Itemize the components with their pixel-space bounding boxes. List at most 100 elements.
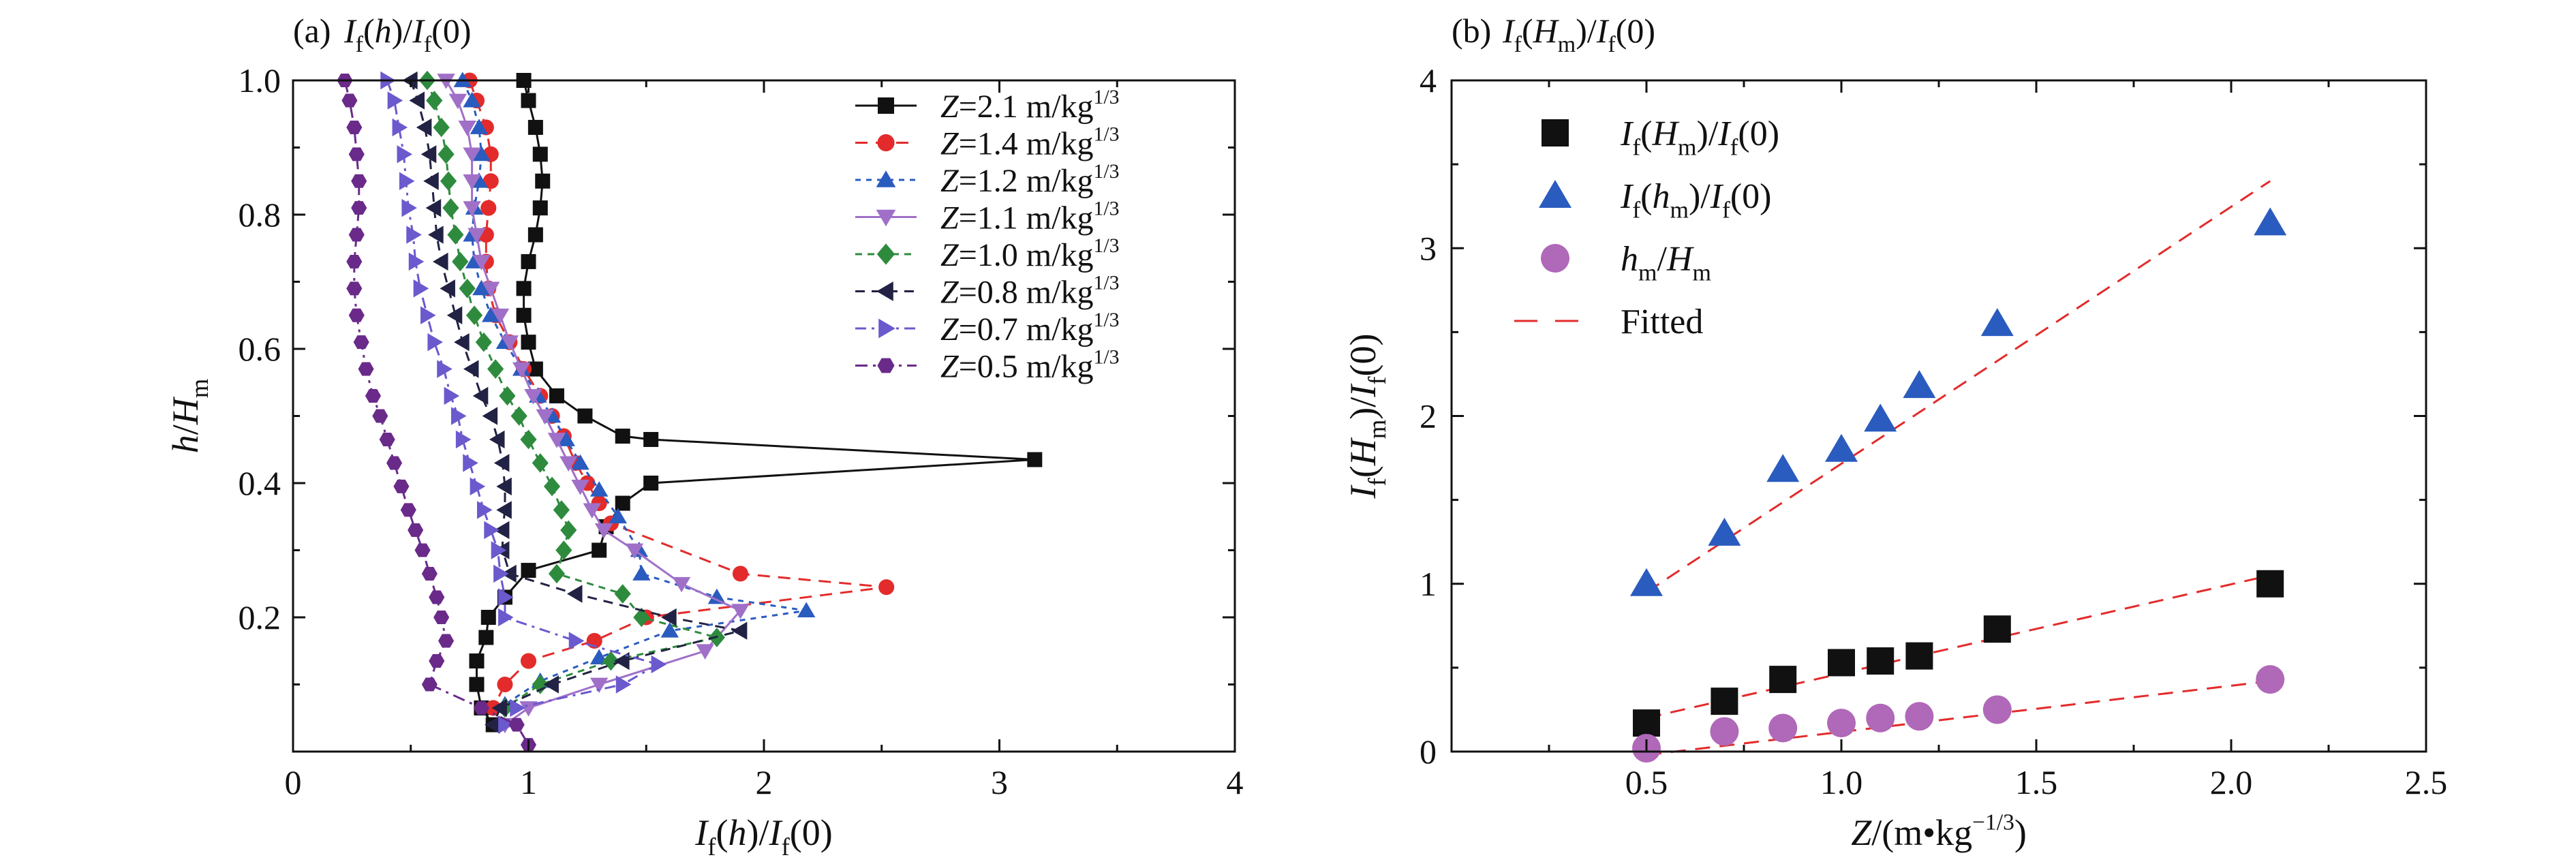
data-point [732, 566, 748, 582]
data-point [577, 408, 593, 424]
data-point [521, 253, 536, 269]
data-point [421, 566, 438, 581]
data-point [614, 651, 630, 670]
data-point [438, 144, 455, 164]
y-tick-label: 0.2 [239, 598, 281, 636]
data-point [532, 675, 549, 694]
legend-marker [877, 358, 895, 373]
data-point [1769, 666, 1797, 694]
series-line [410, 80, 741, 726]
data-point [568, 632, 585, 650]
data-point [420, 145, 437, 164]
data-point [594, 523, 613, 539]
panel-b-title-text: If(Hm)/If(0) [1502, 12, 1655, 57]
data-point [485, 715, 500, 734]
data-point [510, 406, 527, 426]
data-point [571, 454, 589, 470]
data-point [1710, 717, 1739, 746]
series-b [1633, 570, 2284, 737]
data-point [548, 564, 566, 584]
legend-item: Z=0.5 m/kg1/3 [855, 345, 1119, 385]
data-point [433, 252, 448, 271]
x-tick-label: 4 [1227, 763, 1244, 801]
data-point [1768, 713, 1798, 743]
panel-a-title: (a) If(h)/If(0) [293, 12, 471, 57]
data-point [797, 602, 816, 618]
data-point [508, 718, 525, 732]
data-point [433, 610, 450, 625]
data-point [1630, 568, 1663, 596]
data-point [549, 388, 564, 403]
data-point [1708, 517, 1741, 546]
data-point [491, 308, 510, 324]
data-point [1828, 649, 1855, 677]
data-point [372, 409, 388, 423]
legend-label: If(hm)/If(0) [1620, 177, 1771, 223]
y-tick-label: 3 [1420, 229, 1437, 267]
data-point [428, 226, 444, 244]
x-tick-label: 1 [520, 763, 537, 801]
data-point [442, 198, 459, 218]
legend-item: hm/Hm [1541, 240, 1711, 286]
data-point [448, 93, 467, 110]
fitted-line [1646, 574, 2271, 720]
legend-label: Z=1.4 m/kg1/3 [940, 123, 1119, 161]
data-point [472, 145, 491, 161]
data-point [482, 407, 498, 425]
data-point [491, 541, 507, 559]
x-tick-label: 3 [991, 763, 1008, 801]
data-point [1867, 647, 1895, 675]
legend-marker [1539, 180, 1571, 208]
data-point [346, 120, 363, 134]
y-tick-label: 0.4 [239, 464, 281, 502]
data-point [482, 173, 499, 189]
series-b [1632, 665, 2285, 763]
data-point [348, 228, 365, 242]
x-tick-label: 1.5 [2015, 763, 2058, 801]
panel-a: (a) If(h)/If(0) 0 1 2 3 4 0.2 0.4 0.6 0.8 1.0 If(h)/… [165, 12, 1244, 861]
x-tick-label: 2.5 [2405, 763, 2448, 801]
data-point [440, 279, 455, 298]
data-point [516, 307, 532, 323]
data-point [566, 585, 583, 603]
data-point [536, 409, 554, 425]
y-tick-label: 4 [1420, 61, 1437, 99]
data-point [615, 675, 632, 694]
data-point [440, 171, 457, 191]
data-point [496, 501, 512, 519]
data-point [498, 588, 514, 606]
y-axis-label: h/Hm [165, 379, 213, 454]
data-point [493, 454, 510, 472]
data-point [651, 655, 667, 674]
data-point [498, 608, 514, 627]
data-point [365, 388, 382, 403]
data-point [454, 333, 470, 352]
data-point [489, 430, 505, 449]
data-point [493, 521, 510, 540]
legend-item: Z=2.1 m/kg1/3 [855, 86, 1119, 125]
data-point [476, 501, 493, 519]
data-point [341, 93, 358, 108]
data-point [438, 634, 455, 648]
y-tick-label: 0.8 [239, 196, 281, 234]
data-point [458, 121, 476, 136]
data-point [1905, 702, 1934, 731]
data-point [413, 279, 429, 298]
series-a-0.5 [337, 73, 537, 752]
data-point [696, 644, 714, 660]
data-point [589, 677, 609, 694]
data-point [553, 500, 570, 520]
data-point [516, 281, 532, 296]
data-point [452, 251, 469, 272]
data-point [475, 332, 492, 352]
legend-item: Z=1.1 m/kg1/3 [855, 197, 1119, 236]
panel-b-label: (b) [1452, 12, 1491, 50]
data-point [397, 145, 413, 164]
data-point [661, 608, 677, 627]
data-point [2256, 570, 2284, 598]
series-a-1.0 [418, 70, 725, 718]
legend-item: Z=1.4 m/kg1/3 [855, 123, 1119, 162]
y-tick-label: 1 [1420, 565, 1437, 603]
data-point [427, 333, 443, 352]
